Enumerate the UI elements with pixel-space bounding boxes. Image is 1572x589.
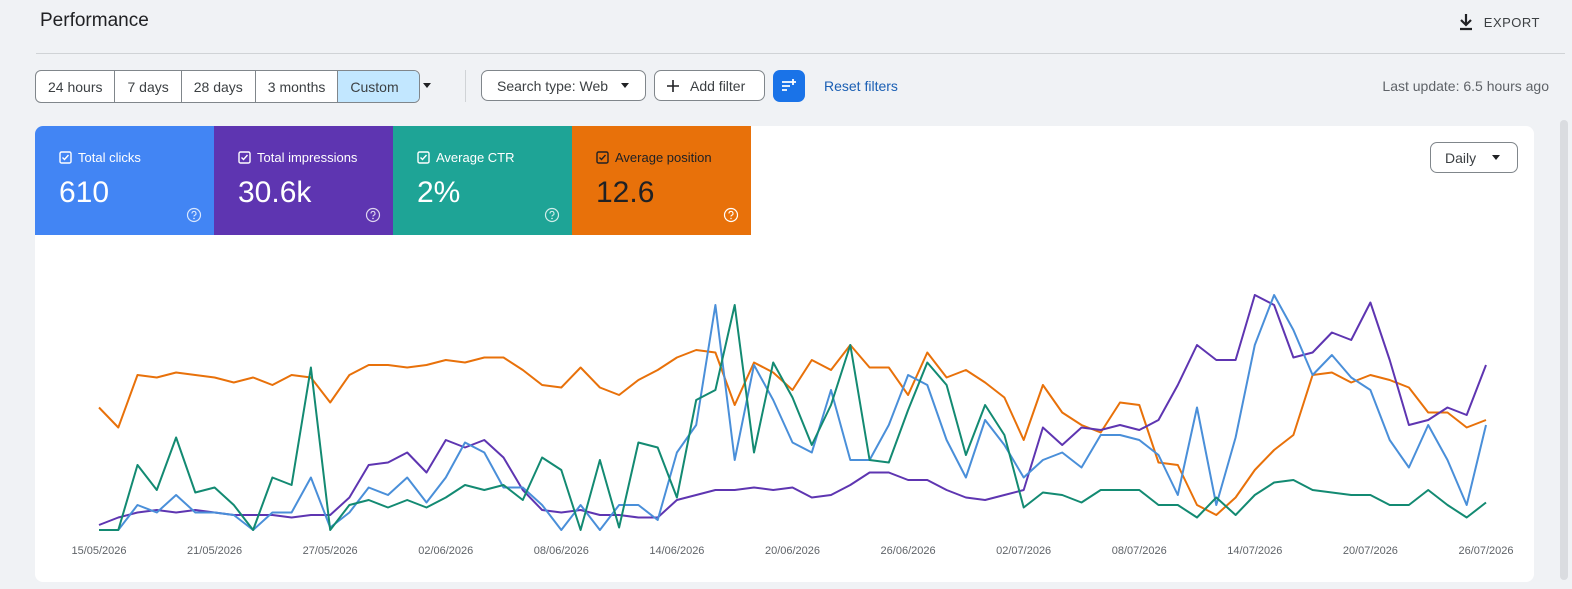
reset-filters-link[interactable]: Reset filters (824, 78, 898, 94)
metric-label: Average CTR (436, 150, 515, 165)
checkbox (59, 151, 72, 164)
page-title: Performance (40, 10, 149, 31)
range-option[interactable]: 24 hours (36, 71, 116, 102)
x-tick-label: 20/06/2026 (765, 545, 820, 557)
metric-label: Total impressions (257, 150, 358, 165)
range-option[interactable]: 28 days (182, 71, 256, 102)
x-tick-label: 08/07/2026 (1112, 545, 1167, 557)
x-tick-label: 02/06/2026 (418, 545, 473, 557)
series-line (99, 294, 1487, 531)
search-type-label: Search type: Web (497, 77, 609, 94)
add-filter-label: Add filter (690, 77, 746, 94)
export-label: EXPORT (1483, 14, 1540, 30)
filter-icon-button[interactable] (773, 70, 805, 102)
metric-value: 2% (417, 176, 461, 209)
checkbox (238, 151, 251, 164)
series-line (98, 294, 1487, 526)
dropdown-arrow (621, 82, 630, 88)
metric-card[interactable]: Total clicks 610 (35, 126, 214, 235)
download-icon (1459, 14, 1472, 31)
x-tick-label: 26/06/2026 (881, 545, 936, 557)
granularity-label: Daily (1445, 149, 1477, 166)
performance-card: Total clicks 610 Total impressions 30.6k Ave… (35, 126, 1534, 582)
series-line (98, 344, 1487, 516)
x-tick-label: 27/05/2026 (303, 545, 358, 557)
scrollbar (1560, 120, 1568, 580)
metric-card[interactable]: Average position 12.6 (572, 126, 751, 235)
help-icon (186, 207, 202, 223)
series-line (99, 304, 1487, 531)
x-tick-label: 02/07/2026 (996, 545, 1051, 557)
last-update: Last update: 6.5 hours ago (1382, 78, 1549, 94)
dropdown-arrow (423, 83, 431, 88)
x-tick-label: 20/07/2026 (1343, 545, 1398, 557)
metric-value: 12.6 (596, 176, 655, 209)
checkbox (417, 151, 430, 164)
help-icon (544, 207, 560, 223)
metric-value: 30.6k (238, 176, 312, 209)
checkbox (596, 151, 609, 164)
help-icon (723, 207, 739, 223)
search-type-button[interactable]: Search type: Web (481, 70, 646, 101)
granularity-dropdown[interactable]: Daily (1430, 142, 1518, 173)
line-chart: 15/05/2026 21/05/2026 27/05/2026 02/06/2026… (71, 294, 1514, 557)
range-selector: 24 hours 7 days 28 days 3 months Custom (35, 70, 420, 103)
x-tick-label: 08/06/2026 (534, 545, 589, 557)
export-button[interactable]: EXPORT (1458, 13, 1540, 31)
help-icon (365, 207, 381, 223)
dropdown-arrow (1492, 154, 1501, 160)
x-tick-label: 26/07/2026 (1458, 545, 1513, 557)
x-tick-label: 15/05/2026 (71, 545, 126, 557)
x-tick-label: 14/07/2026 (1227, 545, 1282, 557)
range-option[interactable]: 3 months (256, 71, 339, 102)
metric-card[interactable]: Average CTR 2% (393, 126, 572, 235)
separator (465, 70, 466, 102)
metric-label: Average position (615, 150, 712, 165)
add-filter-button[interactable]: Add filter (654, 70, 765, 101)
divider (36, 53, 1565, 54)
x-tick-label: 14/06/2026 (649, 545, 704, 557)
metric-label: Total clicks (78, 150, 141, 165)
plus-icon (667, 79, 679, 92)
metric-value: 610 (59, 176, 110, 209)
range-option[interactable]: Custom (338, 71, 419, 102)
x-tick-label: 21/05/2026 (187, 545, 242, 557)
metric-card[interactable]: Total impressions 30.6k (214, 126, 393, 235)
range-option[interactable]: 7 days (115, 71, 182, 102)
